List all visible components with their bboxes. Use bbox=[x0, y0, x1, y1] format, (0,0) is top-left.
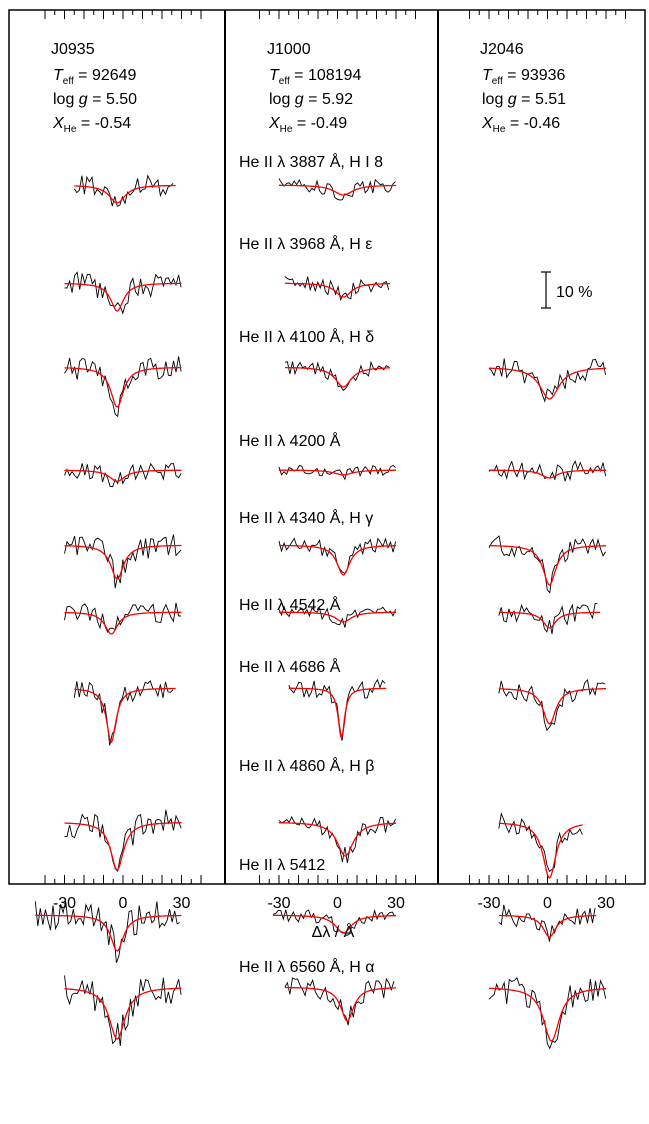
line-label: He II λ 4686 Å bbox=[239, 657, 341, 676]
x-axis-label: Δλ / Å bbox=[312, 922, 355, 941]
scale-bar-label: 10 % bbox=[556, 284, 592, 301]
model-spectrum bbox=[74, 687, 176, 744]
param-1: Teff = 92649 bbox=[53, 67, 137, 87]
param-1: Teff = 108194 bbox=[269, 67, 361, 87]
model-spectrum bbox=[64, 469, 182, 482]
line-label: He II λ 4860 Å, H β bbox=[239, 756, 374, 775]
model-spectrum bbox=[498, 914, 597, 938]
text-layer: -30 0 30 -30 0 30 -30 0 30 Δλ / Å J0935 Teff = 9264… bbox=[51, 41, 615, 976]
model-spectrum bbox=[273, 914, 396, 934]
observed-spectrum bbox=[278, 464, 396, 481]
observed-spectrum bbox=[488, 535, 606, 594]
observed-spectrum bbox=[498, 678, 606, 732]
observed-spectrum bbox=[488, 358, 607, 403]
model-spectrum bbox=[498, 688, 606, 725]
model-spectrum bbox=[489, 545, 607, 586]
observed-spectrum bbox=[34, 901, 180, 963]
observed-spectrum bbox=[272, 908, 396, 937]
observed-spectrum bbox=[64, 975, 182, 1047]
observed-spectrum bbox=[64, 356, 182, 418]
observed-spectrum bbox=[284, 276, 390, 302]
spectra-layer bbox=[34, 174, 607, 1050]
model-spectrum bbox=[284, 366, 391, 388]
param-2: log g = 5.51 bbox=[482, 91, 566, 108]
model-spectrum bbox=[279, 822, 397, 857]
observed-spectrum bbox=[64, 271, 182, 315]
observed-spectrum bbox=[488, 976, 607, 1050]
x-tick-label: 30 bbox=[387, 895, 405, 912]
observed-spectrum bbox=[73, 174, 174, 207]
observed-spectrum bbox=[498, 812, 583, 873]
param-2: log g = 5.92 bbox=[269, 91, 353, 108]
observed-spectrum bbox=[278, 815, 397, 864]
line-label: He II λ 5412 bbox=[239, 857, 325, 874]
x-tick-label: -30 bbox=[267, 895, 290, 912]
line-label: He II λ 3887 Å, H I 8 bbox=[239, 152, 383, 171]
model-spectrum bbox=[64, 611, 182, 635]
model-spectrum bbox=[284, 986, 397, 1022]
panel-name: J0935 bbox=[51, 41, 95, 58]
observed-spectrum bbox=[288, 678, 386, 741]
observed-spectrum bbox=[278, 605, 397, 628]
model-spectrum bbox=[279, 469, 396, 476]
model-spectrum bbox=[64, 544, 182, 580]
param-3: XHe = -0.46 bbox=[481, 115, 560, 135]
plot-frame bbox=[8, 9, 646, 885]
model-spectrum bbox=[489, 367, 607, 400]
model-spectrum bbox=[64, 987, 182, 1040]
model-spectrum bbox=[489, 987, 606, 1042]
observed-spectrum bbox=[73, 680, 174, 746]
model-spectrum bbox=[64, 282, 182, 312]
x-tick-label: 0 bbox=[543, 895, 552, 912]
model-spectrum bbox=[74, 184, 176, 204]
param-2: log g = 5.50 bbox=[53, 91, 137, 108]
observed-spectrum bbox=[284, 360, 390, 392]
x-tick-label: -30 bbox=[53, 895, 76, 912]
observed-spectrum bbox=[498, 602, 598, 635]
model-spectrum bbox=[498, 822, 583, 879]
line-label: He II λ 6560 Å, H α bbox=[239, 957, 375, 976]
line-label: He II λ 3968 Å, H ε bbox=[239, 234, 372, 253]
x-tick-label: 0 bbox=[333, 895, 342, 912]
model-spectrum bbox=[64, 822, 182, 871]
line-label: He II λ 4100 Å, H δ bbox=[239, 327, 374, 346]
model-spectrum bbox=[279, 184, 396, 196]
observed-spectrum bbox=[64, 462, 182, 488]
plot-frame-layer bbox=[8, 9, 646, 885]
model-spectrum bbox=[64, 366, 182, 408]
observed-spectrum bbox=[284, 977, 395, 1026]
x-tick-label: 0 bbox=[119, 895, 128, 912]
model-spectrum bbox=[288, 687, 387, 740]
param-1: Teff = 93936 bbox=[482, 67, 566, 87]
x-tick-label: -30 bbox=[477, 895, 500, 912]
x-tick-label: 30 bbox=[173, 895, 191, 912]
panel-name: J2046 bbox=[480, 41, 524, 58]
model-spectrum bbox=[279, 544, 397, 576]
x-tick-label: 30 bbox=[597, 895, 615, 912]
line-label: He II λ 4542 Å bbox=[239, 595, 341, 614]
observed-spectrum bbox=[278, 178, 396, 201]
param-3: XHe = -0.54 bbox=[52, 115, 131, 135]
model-spectrum bbox=[279, 611, 396, 623]
scale-bar bbox=[541, 271, 551, 309]
line-label: He II λ 4200 Å bbox=[239, 431, 341, 450]
observed-spectrum bbox=[64, 602, 182, 633]
model-spectrum bbox=[284, 282, 391, 298]
observed-spectrum bbox=[64, 809, 182, 872]
observed-spectrum bbox=[64, 534, 182, 589]
observed-spectrum bbox=[498, 904, 596, 942]
observed-spectrum bbox=[278, 537, 397, 575]
param-3: XHe = -0.49 bbox=[268, 115, 347, 135]
panel-name: J1000 bbox=[267, 41, 311, 58]
model-spectrum bbox=[498, 611, 601, 629]
model-spectrum bbox=[35, 914, 182, 952]
line-label: He II λ 4340 Å, H γ bbox=[239, 508, 373, 527]
model-spectrum bbox=[489, 469, 606, 479]
